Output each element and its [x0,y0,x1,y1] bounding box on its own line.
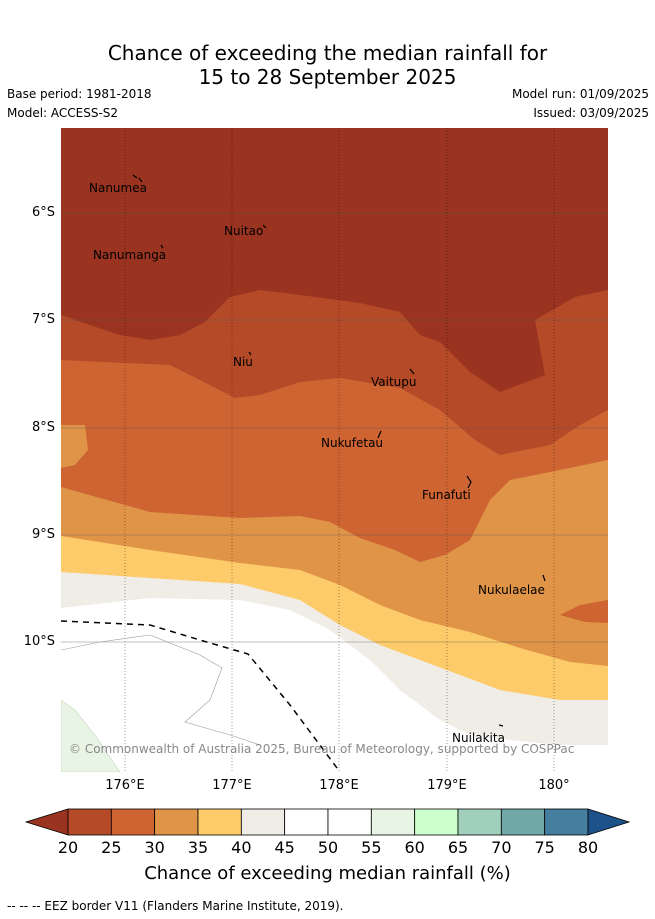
eez-footer-note: -- -- -- EEZ border V11 (Flanders Marine… [7,899,344,913]
colorbar-tick-label: 70 [491,838,512,857]
colorbar-segment [67,808,112,836]
lat-label-10s: 10°S [23,634,55,649]
lon-label-179e: 179°E [427,778,467,793]
colorbar-segment [284,808,329,836]
colorbar-tick-label: 25 [101,838,122,857]
colorbar-tick-label: 65 [447,838,469,857]
label-nanumea: Nanumea [89,181,147,195]
band-below-20 [61,128,608,392]
map-title-line2: 15 to 28 September 2025 [198,65,457,89]
colorbar-extend-low [24,808,69,836]
map-area [61,128,608,772]
colorbar-tick-label: 45 [274,838,295,857]
colorbar-title: Chance of exceeding median rainfall (%) [144,863,511,884]
colorbar-tick-label: 30 [144,838,165,857]
label-nukufetau: Nukufetau [321,436,384,450]
colorbar-segment [197,808,242,836]
colorbar-segment [370,808,416,836]
lon-label-180: 180° [538,778,570,793]
colorbar-segment [110,808,156,836]
colorbar-segment [240,808,286,836]
lat-label-6s: 6°S [31,205,55,220]
colorbar-segment [414,808,459,836]
issued-date: Issued: 03/09/2025 [533,106,649,120]
band-30-35-patch [61,425,88,468]
label-nanumanga: Nanumanga [93,248,167,262]
colorbar-extend-high [587,808,631,836]
credit-text: © Commonwealth of Australia 2025, Bureau… [69,742,575,756]
lon-label-178e: 178°E [319,778,359,793]
colorbar [24,808,631,836]
label-nukulaelae: Nukulaelae [478,583,545,597]
colorbar-segment [457,808,502,836]
label-nuilakita: Nuilakita [452,731,505,745]
lat-label-7s: 7°S [31,312,55,327]
lat-label-9s: 9°S [31,527,55,542]
label-vaitupu: Vaitupu [371,375,417,389]
band-55-60 [61,699,121,772]
colorbar-segment [327,808,372,836]
label-niu: Niu [233,355,253,369]
eez-border [61,620,341,772]
colorbar-tick-label: 80 [577,838,599,857]
model-name: Model: ACCESS-S2 [7,106,119,120]
colorbar-tick-label: 20 [57,838,79,857]
colorbar-segment [500,808,546,836]
colorbar-tick-label: 75 [534,838,555,857]
colorbar-segment [154,808,199,836]
contour-line [61,634,261,746]
lon-label-177e: 177°E [212,778,252,793]
colorbar-tick-label: 60 [404,838,425,857]
model-run: Model run: 01/09/2025 [511,87,649,101]
latitude-lines [61,212,608,643]
base-period: Base period: 1981-2018 [7,87,152,101]
label-nuitao: Nuitao [224,224,264,238]
band-25-30-patch [560,600,608,623]
colorbar-tick-label: 50 [317,838,339,857]
lon-label-176e: 176°E [105,778,145,793]
colorbar-segment [544,808,589,836]
colorbar-tick-label: 35 [187,838,209,857]
map-title-line1: Chance of exceeding the median rainfall … [107,41,548,65]
graticule [124,128,555,772]
label-funafuti: Funafuti [422,488,471,502]
colorbar-tick-label: 40 [231,838,252,857]
island-marks [132,174,546,727]
colorbar-tick-label: 55 [361,838,382,857]
lat-label-8s: 8°S [31,420,55,435]
